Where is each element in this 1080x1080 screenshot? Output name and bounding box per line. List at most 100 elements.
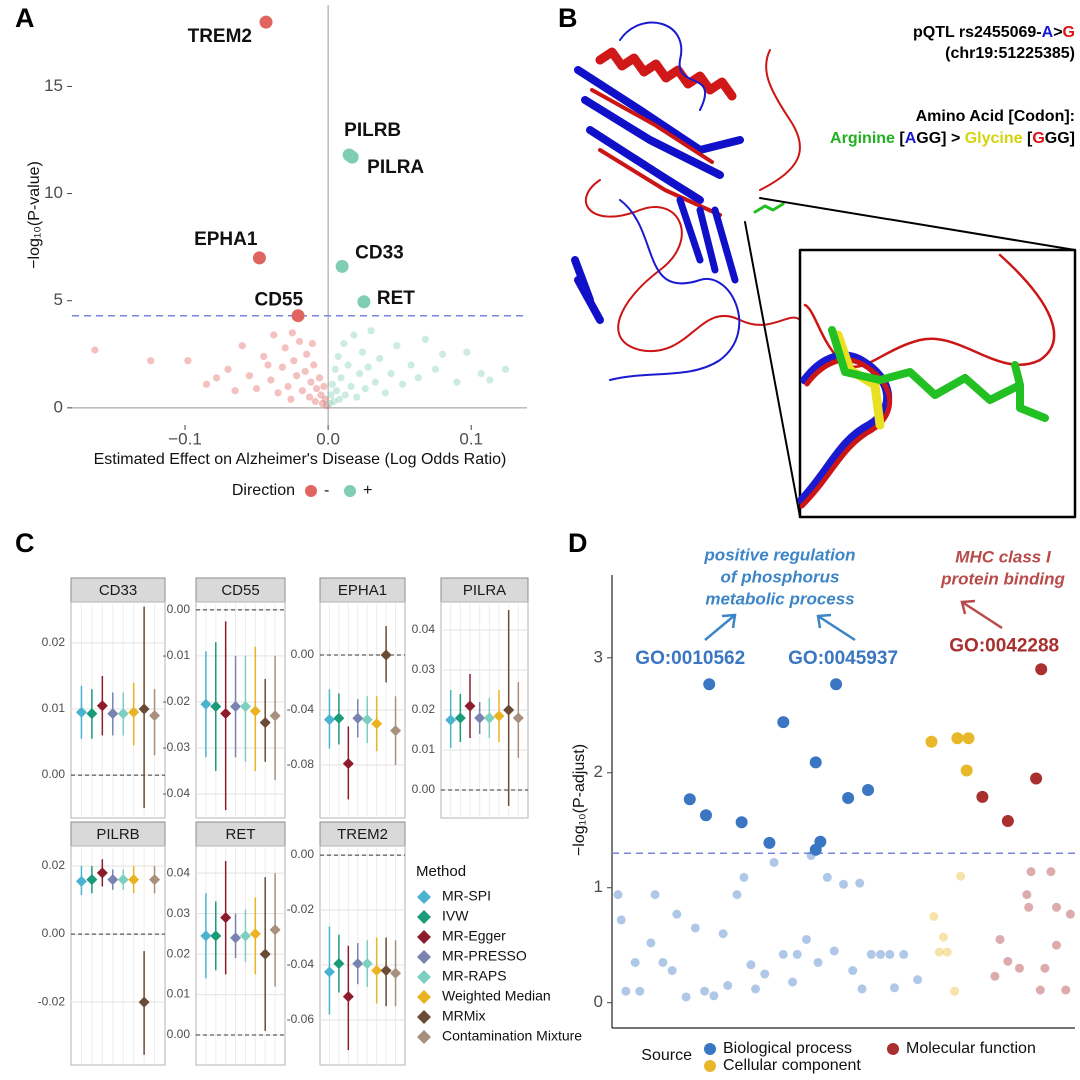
strand [574,66,744,204]
estimate [259,948,271,960]
point-label: GO:0042288 [949,635,1059,656]
point [393,342,401,350]
zoom-box [798,248,1077,519]
point [321,395,329,403]
estimate [361,714,373,726]
y-tick-label: 0.00 [42,926,66,940]
estimate [200,698,212,710]
point [305,393,314,401]
annotation-segment: [ [895,130,905,147]
point [681,992,691,1002]
estimate [333,958,345,970]
estimate [464,700,476,712]
point [1003,956,1013,966]
point [267,376,275,384]
estimate [259,717,271,729]
point [862,784,875,797]
point [278,363,286,371]
estimate [239,930,251,942]
x-tick-label: 0.1 [459,429,483,448]
legend-label: MRMix [442,1008,486,1024]
annotation-segment: pQTL rs2455069- [913,24,1042,41]
point [809,756,822,769]
point [1030,772,1043,785]
point [855,878,865,888]
estimate [390,967,402,979]
y-tick-label: 1 [594,877,603,896]
y-tick-label: -0.04 [287,957,315,971]
point [839,879,848,889]
estimate [210,930,222,942]
legend-label: Contamination Mixture [442,1028,582,1044]
x-tick-label: 0.0 [316,429,340,448]
point [777,716,790,729]
estimate [380,649,392,661]
annotation-segment: GG] [1045,130,1075,147]
estimate [138,996,150,1008]
legend-swatch [417,950,431,964]
estimate [323,966,335,978]
point [335,395,344,403]
estimate [75,875,87,887]
point [245,372,254,380]
arrow [816,613,856,642]
y-tick-label: 0.02 [42,635,66,649]
point-label: TREM2 [188,26,252,47]
estimate [352,958,364,970]
point [313,384,321,393]
estimate [342,991,354,1003]
strip [70,577,166,603]
point [264,361,272,369]
point [990,971,1000,981]
structure-annotation: pQTL rs2455069-A>G [913,24,1075,41]
point [690,923,700,933]
point [934,947,944,957]
facet-title: RET [226,826,256,843]
point [231,387,239,395]
point [929,911,939,921]
point [224,365,232,373]
point [616,915,626,925]
point [303,350,311,358]
point [822,872,832,882]
legend-title: Method [416,863,466,880]
annotation-segment: Glycine [965,130,1023,147]
point [358,348,367,356]
estimate [390,725,402,737]
point [212,374,221,382]
point [778,949,788,959]
legend-label: Weighted Median [442,988,551,1004]
y-tick-label: 0.00 [412,782,436,796]
facet-title: EPHA1 [338,582,387,599]
estimate [138,703,150,715]
y-tick-label: 0.01 [167,987,191,1001]
loop [619,21,707,111]
estimate [210,701,222,713]
y-tick-label: 0.00 [167,602,191,616]
point [147,357,155,365]
point [184,357,192,365]
legend-swatch [417,990,431,1004]
annotation-segment: GG] > [916,130,964,147]
point-label: GO:0045937 [788,648,898,669]
legend-swatch [704,1043,716,1055]
y-tick-label: 0.00 [291,847,315,861]
point [683,793,696,806]
point [1026,867,1036,877]
point [252,384,261,393]
facet-title: PILRB [96,826,139,843]
point-label: GO:0010562 [635,648,745,669]
point [281,344,289,352]
point [327,391,335,399]
point [367,327,375,335]
loop [584,179,801,353]
y-tick-label: -0.08 [287,757,315,771]
legend-label: Biological process [723,1040,852,1057]
point [298,387,306,395]
y-tick-label: 0 [54,397,63,416]
point [307,378,315,386]
annotation-segment: G [1032,130,1044,147]
y-tick-label: 2 [594,762,603,781]
point-label: RET [377,288,415,309]
y-tick-label: 0.01 [412,742,436,756]
